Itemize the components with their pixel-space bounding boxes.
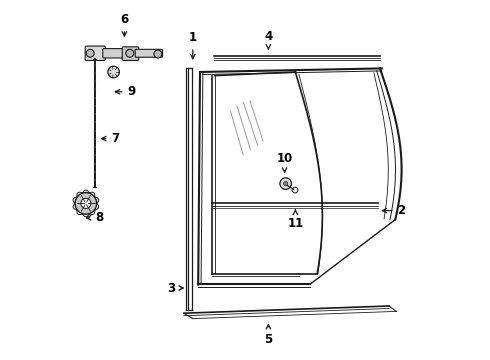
Text: 11: 11 <box>287 210 303 230</box>
Text: 3: 3 <box>167 282 183 294</box>
Text: 6: 6 <box>120 13 128 36</box>
Circle shape <box>280 178 292 189</box>
Text: 2: 2 <box>382 204 406 217</box>
Circle shape <box>154 50 162 58</box>
Circle shape <box>126 49 134 57</box>
Text: 5: 5 <box>264 325 272 346</box>
Text: 9: 9 <box>115 85 136 98</box>
Circle shape <box>86 49 94 57</box>
FancyBboxPatch shape <box>103 49 125 58</box>
Text: 4: 4 <box>264 30 272 49</box>
Text: 7: 7 <box>101 132 120 145</box>
Text: 10: 10 <box>276 152 293 172</box>
FancyBboxPatch shape <box>135 49 163 57</box>
Circle shape <box>292 187 298 193</box>
Text: 1: 1 <box>189 31 197 59</box>
FancyBboxPatch shape <box>122 47 139 60</box>
FancyBboxPatch shape <box>85 46 105 60</box>
Circle shape <box>284 181 288 186</box>
Circle shape <box>75 193 97 214</box>
Circle shape <box>81 198 91 208</box>
Circle shape <box>108 66 120 78</box>
Text: 8: 8 <box>86 211 103 224</box>
